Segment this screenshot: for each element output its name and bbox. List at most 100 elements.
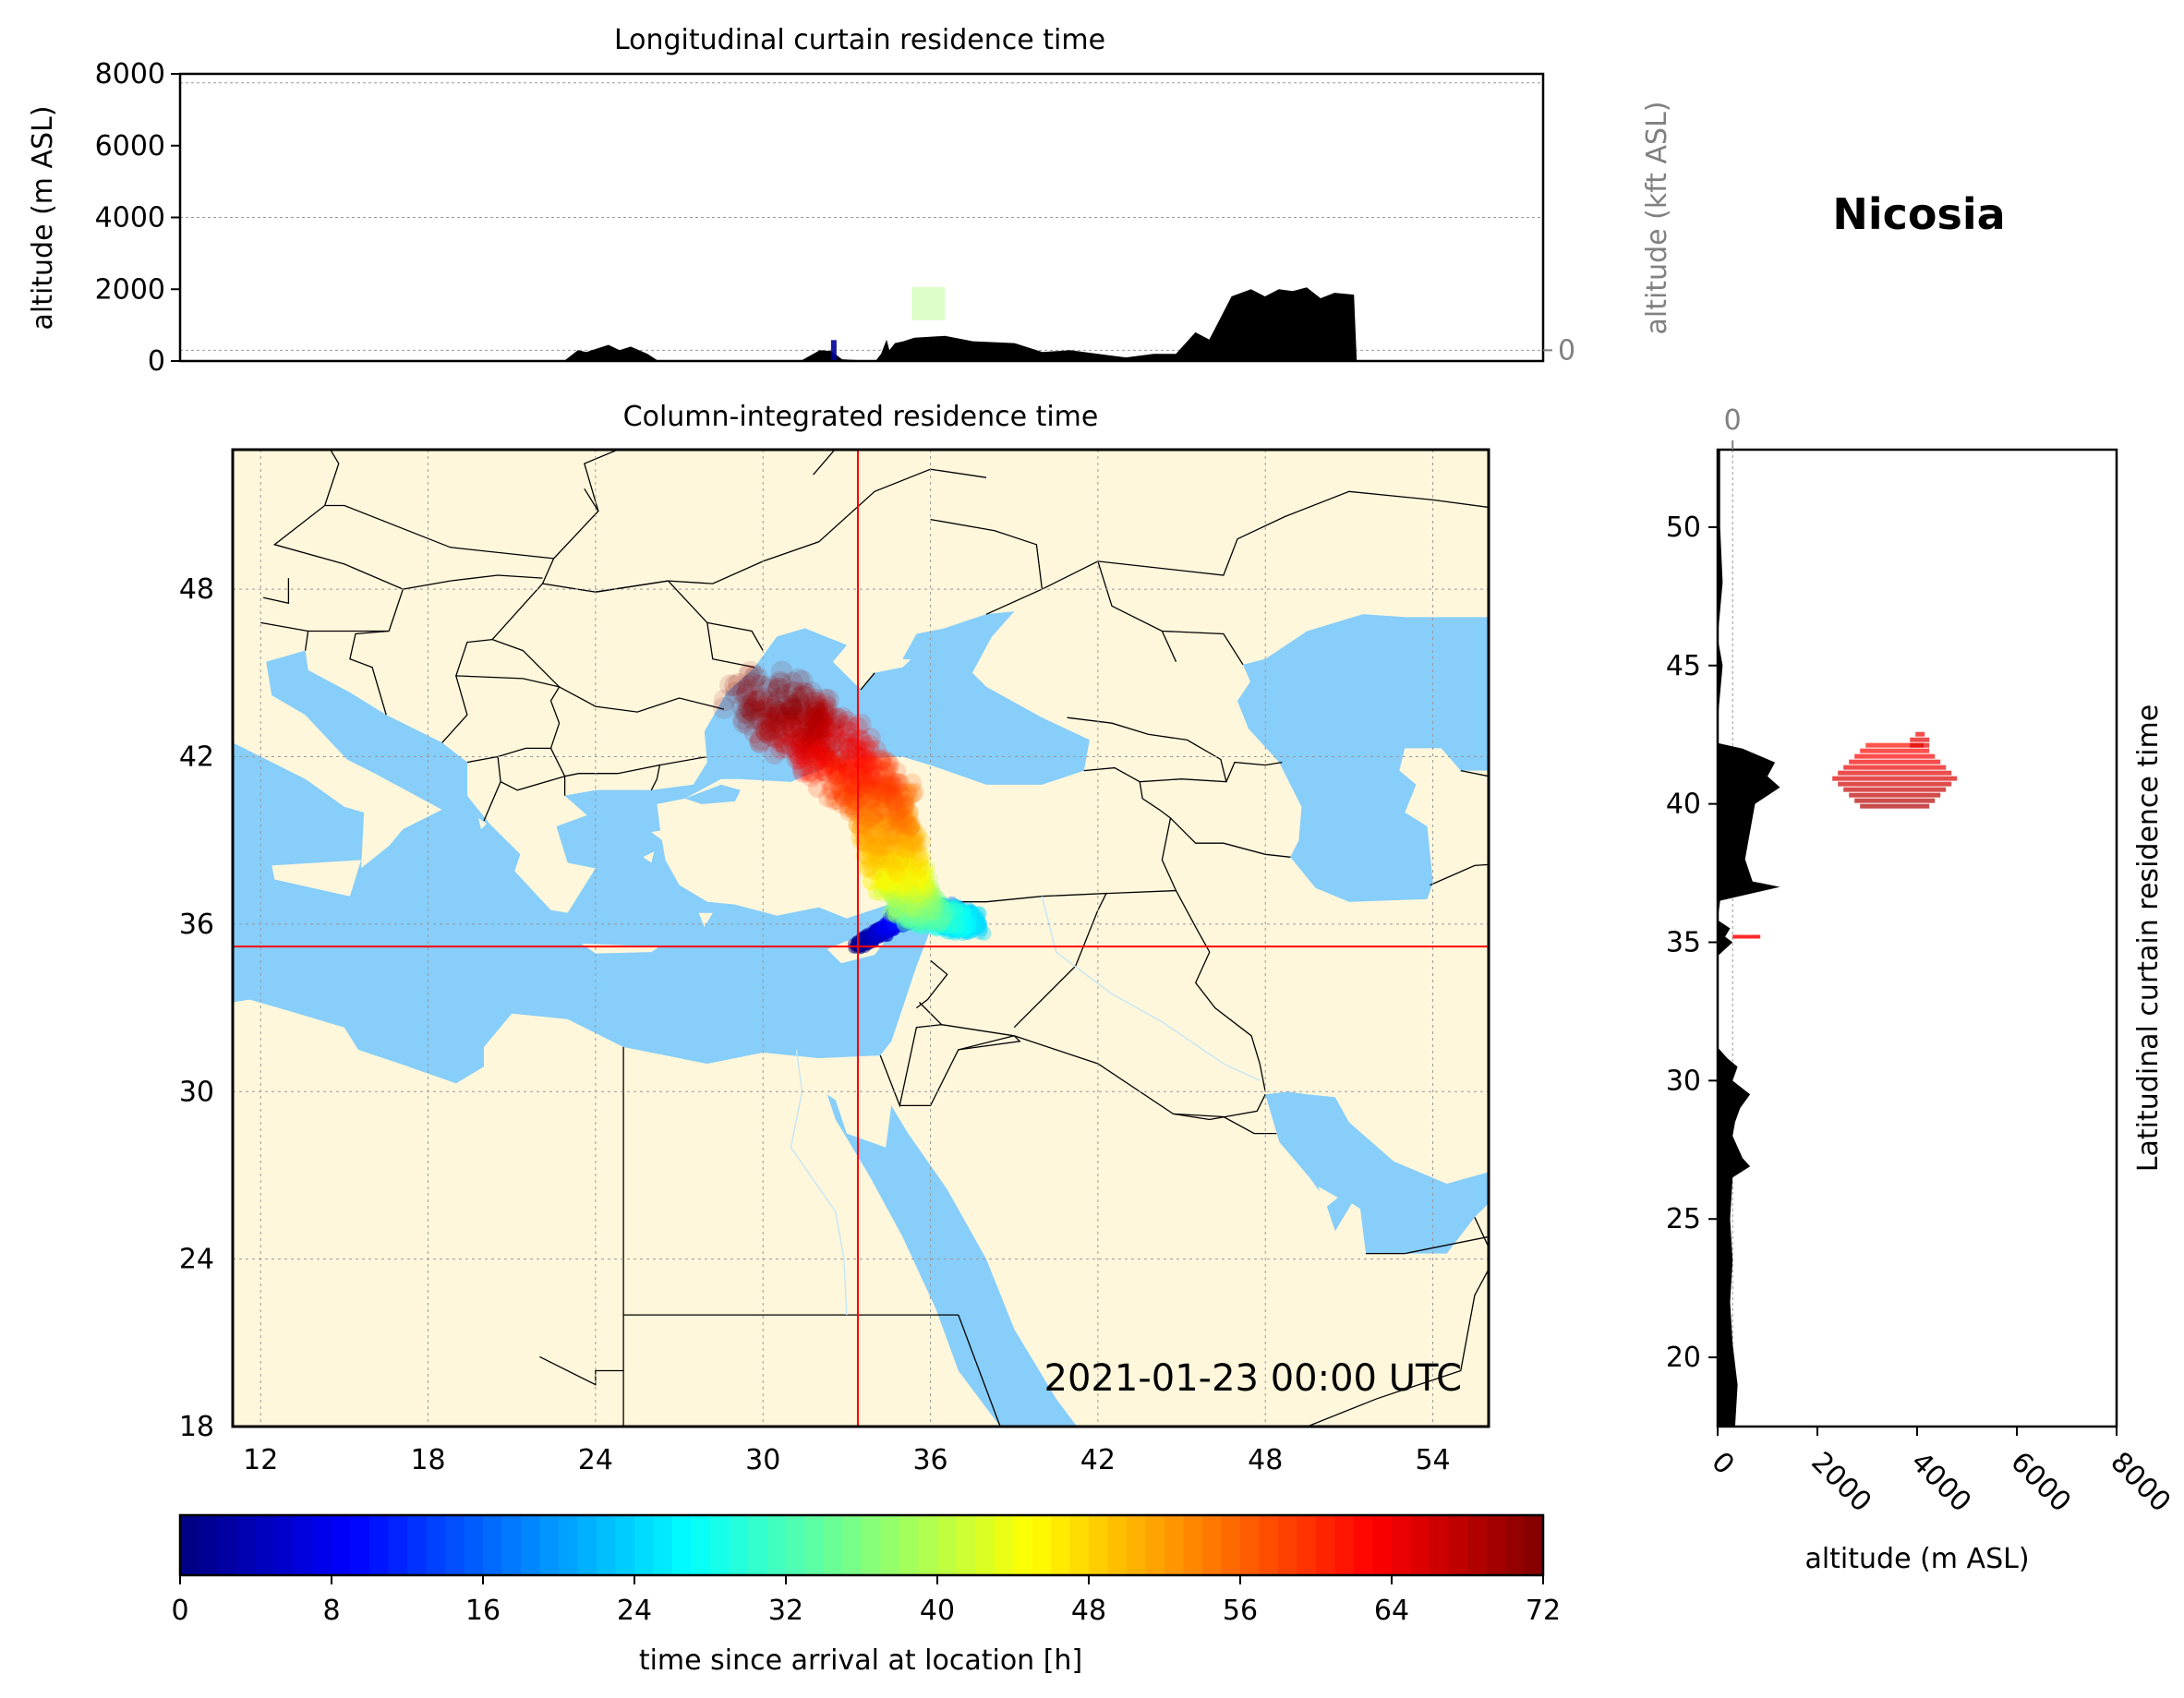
plume-point xyxy=(904,895,921,911)
plume-point xyxy=(946,915,961,930)
longitudinal-plume xyxy=(830,286,946,361)
plume-point xyxy=(920,904,934,919)
plume-point xyxy=(934,898,950,915)
plume-point xyxy=(857,932,869,945)
plume-point xyxy=(949,921,965,937)
plume-point xyxy=(902,908,916,921)
colorbar: 0 8 16 24 32 40 48 56 64 72 time since arrival at… xyxy=(171,1513,1561,1677)
plume-point xyxy=(910,917,926,933)
plume-point xyxy=(922,900,938,917)
plume-point xyxy=(887,914,899,928)
colorbar-cell xyxy=(956,1515,976,1575)
plume-point xyxy=(957,917,971,933)
plume-point xyxy=(962,920,977,935)
plume-point xyxy=(914,909,929,923)
plume-point xyxy=(955,908,971,923)
plume-point xyxy=(770,660,793,683)
plume-point xyxy=(858,933,870,946)
map-latitude-tick-label: 18 xyxy=(179,1411,214,1443)
plume-point xyxy=(899,918,913,931)
latitudinal-plume-band xyxy=(1838,770,1952,776)
plume-point xyxy=(867,923,880,936)
map-longitude-tick-label: 42 xyxy=(1080,1444,1116,1476)
plume-point xyxy=(928,905,944,921)
plume-point xyxy=(945,899,961,916)
plume-point xyxy=(937,905,953,921)
plume-point xyxy=(960,909,977,925)
plume-point xyxy=(911,903,925,918)
plume-point xyxy=(895,914,909,928)
plume-point xyxy=(948,902,965,918)
colorbar-cell xyxy=(653,1515,673,1575)
plume-point xyxy=(953,917,969,933)
plume-point xyxy=(945,901,960,918)
colorbar-cell xyxy=(1334,1515,1355,1575)
plume-point xyxy=(867,936,880,948)
plume-point xyxy=(915,904,932,921)
plume-point xyxy=(921,904,935,918)
plume-point xyxy=(918,905,935,921)
plume-point xyxy=(910,906,923,920)
colorbar-cell xyxy=(199,1515,219,1575)
plume-point xyxy=(876,921,889,934)
plume-point xyxy=(959,917,974,933)
plume-point xyxy=(862,933,875,945)
plume-point xyxy=(928,920,944,935)
plume-point xyxy=(893,916,906,929)
plume-point xyxy=(917,909,932,924)
plume-point xyxy=(948,915,964,930)
plume-point xyxy=(972,919,988,934)
plume-point xyxy=(863,931,875,944)
plume-point xyxy=(958,914,973,930)
plume-point xyxy=(885,921,898,933)
plume-point xyxy=(887,915,900,929)
plume-point xyxy=(915,911,929,926)
plume-point xyxy=(851,935,863,947)
plume-point xyxy=(886,888,903,906)
plume-point xyxy=(936,904,953,921)
plume-point xyxy=(946,922,961,938)
plume-point xyxy=(908,906,924,923)
plume-point xyxy=(946,897,960,912)
plume-point xyxy=(932,911,947,927)
plume-point xyxy=(959,909,974,925)
plume-point xyxy=(878,921,892,933)
plume-point xyxy=(971,911,985,926)
plume-point xyxy=(941,907,958,923)
plume-point xyxy=(904,904,922,921)
plume-point xyxy=(954,911,969,926)
plume-point xyxy=(876,921,889,934)
plume-point xyxy=(910,914,926,931)
plume-point xyxy=(904,915,921,932)
plume-point xyxy=(892,906,906,920)
plume-point xyxy=(932,910,947,925)
plume-point xyxy=(947,918,961,933)
station-title: Nicosia xyxy=(1832,189,2005,239)
border-line xyxy=(1083,766,1177,891)
plume-point xyxy=(899,897,915,914)
sea-body xyxy=(266,650,467,810)
plume-point xyxy=(883,925,896,938)
plume-point xyxy=(909,913,923,928)
plume-point xyxy=(926,901,943,918)
plume-point xyxy=(925,907,940,921)
plume-point xyxy=(873,929,886,942)
plume-point xyxy=(908,908,922,921)
plume-point xyxy=(910,905,926,922)
map-land xyxy=(233,450,1489,1427)
plume-point xyxy=(939,918,955,934)
border-line xyxy=(260,621,308,632)
plume-point xyxy=(906,904,920,918)
plume-point xyxy=(930,897,947,913)
plume-point xyxy=(910,906,927,923)
colorbar-cell xyxy=(804,1515,825,1575)
plume-point xyxy=(917,909,932,923)
plume-point xyxy=(909,908,923,921)
plume-point xyxy=(921,907,935,921)
plume-point xyxy=(899,908,912,921)
colorbar-cell xyxy=(559,1515,579,1575)
plume-point xyxy=(954,908,969,923)
plume-point xyxy=(923,914,936,928)
plume-point xyxy=(922,895,938,911)
plume-point xyxy=(934,913,950,930)
